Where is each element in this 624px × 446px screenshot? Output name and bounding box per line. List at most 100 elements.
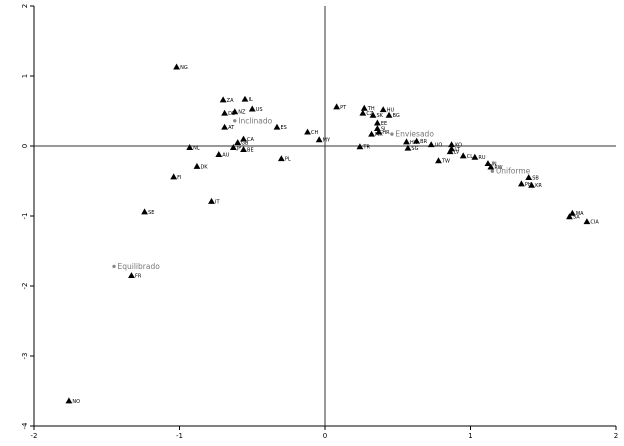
country-point-label: TR	[362, 145, 370, 151]
x-tick-label: 1	[468, 432, 472, 440]
country-point-mark	[231, 108, 239, 115]
country-point-label: RU	[478, 155, 485, 161]
country-point-mark	[459, 152, 467, 159]
country-point-mark	[193, 162, 201, 169]
country-point-mark	[221, 109, 229, 116]
country-point-label: ES	[280, 125, 286, 131]
country-point-mark	[375, 128, 383, 135]
country-point-mark	[379, 106, 387, 113]
country-point-label: CZ	[366, 111, 373, 117]
x-tick-label: -2	[31, 432, 38, 440]
country-point-label: IT	[215, 199, 220, 205]
country-point-label: SB	[532, 176, 539, 182]
country-point-mark	[229, 144, 237, 150]
y-tick-label: 0	[21, 144, 29, 148]
country-point-mark	[404, 144, 412, 151]
country-point-label: DK	[200, 164, 208, 170]
country-point-label: US	[256, 107, 263, 113]
country-point-mark	[273, 123, 281, 130]
country-point-mark	[240, 135, 247, 142]
country-point-mark	[248, 105, 256, 112]
country-point-mark	[277, 155, 285, 162]
country-point-label: CL	[467, 154, 473, 160]
category-point-mark	[490, 169, 495, 173]
country-point-label: UO	[435, 143, 443, 149]
country-point-label: GB	[241, 141, 249, 147]
country-point-label: NZ	[238, 110, 246, 116]
x-tick-label: -1	[176, 432, 183, 440]
country-point-label: CH	[311, 130, 318, 136]
country-point-mark	[566, 213, 573, 220]
country-point-mark	[435, 157, 442, 164]
country-point-mark	[360, 104, 368, 111]
country-point-label: CA	[247, 137, 254, 143]
country-point-label: CIA	[590, 220, 599, 226]
country-point-mark	[446, 148, 454, 155]
country-point-label: BE	[247, 148, 254, 154]
country-point-mark	[208, 197, 215, 204]
country-point-label: LV	[454, 150, 460, 156]
country-point-label: DE	[228, 111, 235, 117]
country-point-mark	[413, 137, 421, 144]
y-tick-label: 2	[21, 4, 29, 8]
category-point-mark	[233, 119, 237, 123]
country-point-mark	[65, 397, 73, 404]
country-point-label: MY	[323, 138, 331, 144]
country-point-label: SK	[377, 113, 384, 119]
country-point-mark	[240, 146, 247, 153]
country-point-mark	[356, 143, 364, 150]
country-point-mark	[487, 163, 495, 170]
country-point-mark	[448, 141, 455, 148]
country-point-label: IL	[248, 97, 252, 103]
country-point-mark	[369, 111, 377, 118]
country-point-mark	[186, 144, 194, 150]
category-point-mark	[112, 264, 116, 269]
country-point-label: PT	[340, 105, 347, 111]
country-point-mark	[315, 136, 323, 143]
country-point-label: KO	[455, 143, 462, 149]
country-point-mark	[471, 153, 479, 160]
country-point-label: FR	[135, 274, 142, 280]
country-point-label: IN	[491, 162, 496, 168]
country-point-mark	[221, 123, 229, 130]
country-point-label: TW	[441, 159, 450, 165]
country-point-label: MX	[375, 132, 383, 138]
country-point-label: SG	[411, 146, 418, 152]
country-point-mark	[304, 128, 311, 135]
y-tick-label: -3	[21, 353, 29, 360]
country-point-label: JP	[236, 145, 242, 151]
country-point-mark	[333, 103, 341, 110]
country-point-mark	[359, 109, 367, 116]
country-point-label: NG	[180, 65, 188, 71]
country-point-label: EE	[381, 121, 387, 127]
country-point-mark	[170, 173, 178, 180]
country-point-label: BG	[393, 113, 400, 119]
country-point-label: PL	[285, 157, 291, 163]
country-point-mark	[528, 181, 536, 188]
reference-lines	[34, 6, 616, 426]
country-point-mark	[403, 138, 410, 145]
country-point-label: TH	[367, 106, 375, 112]
country-point-mark	[128, 272, 135, 279]
country-point-label: HR	[382, 130, 390, 136]
axes: -2 -1 0 1 2 -4 -3 -2 -1 0 1 2	[21, 4, 618, 440]
category-point-label: Equilibrado	[118, 262, 161, 271]
country-point-mark	[234, 139, 242, 146]
country-point-label: PH	[525, 182, 532, 188]
country-point-label: HU	[387, 108, 395, 114]
country-point-mark	[484, 160, 492, 167]
country-point-mark	[215, 151, 223, 157]
country-point-label: RW	[494, 165, 502, 171]
country-point-mark	[368, 130, 375, 137]
y-tick-label: -2	[21, 283, 29, 290]
country-point-mark	[518, 180, 525, 187]
y-tick-label: -4	[21, 422, 29, 430]
country-point-label: SI	[381, 127, 386, 133]
category-point-label: Uniforme	[496, 167, 531, 176]
country-point-mark	[241, 95, 249, 102]
country-point-label: NL	[193, 145, 200, 151]
country-point-mark	[385, 111, 393, 118]
